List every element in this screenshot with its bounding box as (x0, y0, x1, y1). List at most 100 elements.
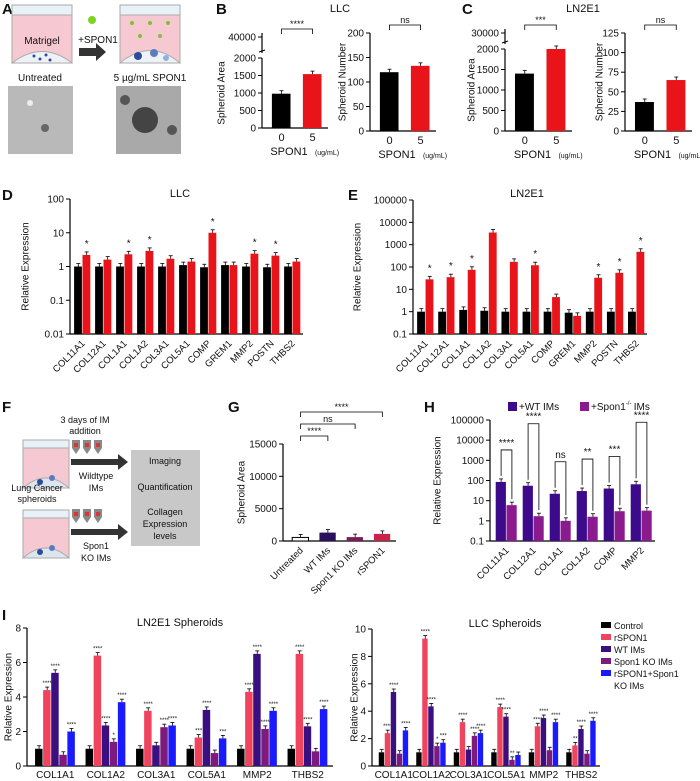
y-tick-label: 0 (360, 762, 366, 773)
significance-label: ns (323, 414, 333, 424)
bar (390, 692, 397, 766)
y-tick-label: 125 (602, 29, 619, 40)
bar (271, 255, 280, 334)
significance-label: **** (117, 693, 127, 699)
significance-label: * (618, 257, 622, 268)
panel-label-i: I (2, 607, 6, 624)
chart-title: LN2E1 (566, 3, 600, 15)
bar (160, 727, 168, 766)
untreated-micrograph (8, 86, 73, 154)
bar (137, 266, 145, 334)
y-tick-label: 0 (271, 537, 277, 548)
y-tick-label: 10 (396, 285, 408, 296)
bar (194, 737, 203, 766)
chart-c1: 0 500 1000 1500 2000 30000 LN2E1 Spheroid Area 0… (467, 3, 600, 161)
bar (606, 311, 615, 334)
significance-label: * (449, 261, 453, 272)
significance-label: **** (269, 702, 279, 708)
bar (503, 716, 509, 766)
chart-title: LN2E1 Spheroids (137, 617, 224, 629)
significance-label: **** (303, 717, 313, 723)
significance-label: **** (533, 717, 543, 723)
bar (428, 706, 434, 766)
y-tick-label: 50 (353, 102, 365, 113)
x-tick-label: 5 (309, 132, 315, 144)
x-tick-label: 0 (642, 135, 648, 147)
bar (572, 745, 578, 766)
syringe-wt-icon (72, 440, 102, 454)
bar (509, 261, 518, 334)
significance-label: **** (101, 716, 111, 722)
ko-label-2: KO IMs (81, 553, 112, 563)
significance-bracket (644, 24, 677, 30)
legend-swatch (601, 634, 611, 640)
x-tick-label: MMP2 (529, 770, 558, 781)
bar (514, 73, 534, 131)
significance-label: *** (195, 729, 203, 735)
bar (543, 311, 552, 334)
y-tick-label: 1500 (477, 65, 500, 76)
y-tick-label: 15000 (249, 440, 277, 451)
y-tick-label: 0 (15, 762, 21, 773)
x-tick-label: Untreated (268, 545, 305, 582)
beaker-treated-icon (118, 4, 182, 64)
bar (587, 516, 598, 541)
y-tick-label: 1000 (462, 456, 485, 467)
bar (425, 279, 434, 334)
arrow-icon (79, 43, 106, 61)
y-tick-label: 0.1 (393, 330, 407, 341)
y-axis-label: Relative Expression (353, 223, 364, 311)
bar (459, 722, 466, 766)
bar (509, 759, 515, 766)
bar (51, 672, 59, 766)
bar (284, 266, 292, 334)
y-tick-label: 150 (347, 53, 364, 64)
significance-label: ** (510, 751, 515, 757)
bar (416, 752, 422, 766)
x-tick-label: COL5A1 (188, 770, 227, 781)
bar (480, 310, 489, 334)
bar (531, 265, 539, 334)
beaker-ko-icon (21, 509, 71, 559)
y-axis-label: Relative Expression (433, 436, 444, 524)
significance-label: **** (476, 724, 486, 730)
significance-label: **** (577, 720, 587, 726)
bar (43, 690, 51, 766)
bar (295, 653, 304, 766)
x-tick-label: COL3A1 (450, 770, 489, 781)
y-tick-label: 0 (250, 124, 256, 135)
significance-label: **** (168, 716, 178, 722)
bar (269, 710, 277, 766)
bar (552, 722, 559, 766)
y-tick-label: 2000 (477, 45, 500, 56)
bar (552, 297, 560, 334)
x-axis-label: SPON1 (514, 149, 551, 161)
bar (373, 533, 391, 541)
bar (459, 309, 468, 334)
legend-label: Control (614, 621, 643, 631)
readout-collagen: Collagen (147, 507, 183, 517)
bar (200, 267, 208, 334)
bar (540, 718, 547, 766)
legend-label-superscript: -/- (626, 401, 632, 407)
readout-expression: Expression (143, 519, 188, 529)
significance-label: * (253, 238, 257, 249)
bar (144, 710, 152, 766)
treated-label: 5 µg/mL SPON1 (114, 73, 187, 84)
x-tick-label: THBS2 (565, 770, 598, 781)
x-tick-label: COL5A1 (487, 770, 526, 781)
significance-label: ns (555, 450, 566, 461)
bar (319, 709, 328, 766)
bar (145, 250, 154, 334)
panel-label-h: H (424, 399, 435, 416)
bar (287, 748, 296, 766)
significance-label: **** (67, 723, 77, 729)
bar (522, 311, 531, 334)
significance-label: **** (307, 426, 322, 436)
bar (210, 753, 219, 766)
significance-bracket (300, 411, 383, 417)
panel-label-f: F (2, 399, 11, 416)
bar (477, 733, 484, 766)
bar (101, 725, 110, 766)
